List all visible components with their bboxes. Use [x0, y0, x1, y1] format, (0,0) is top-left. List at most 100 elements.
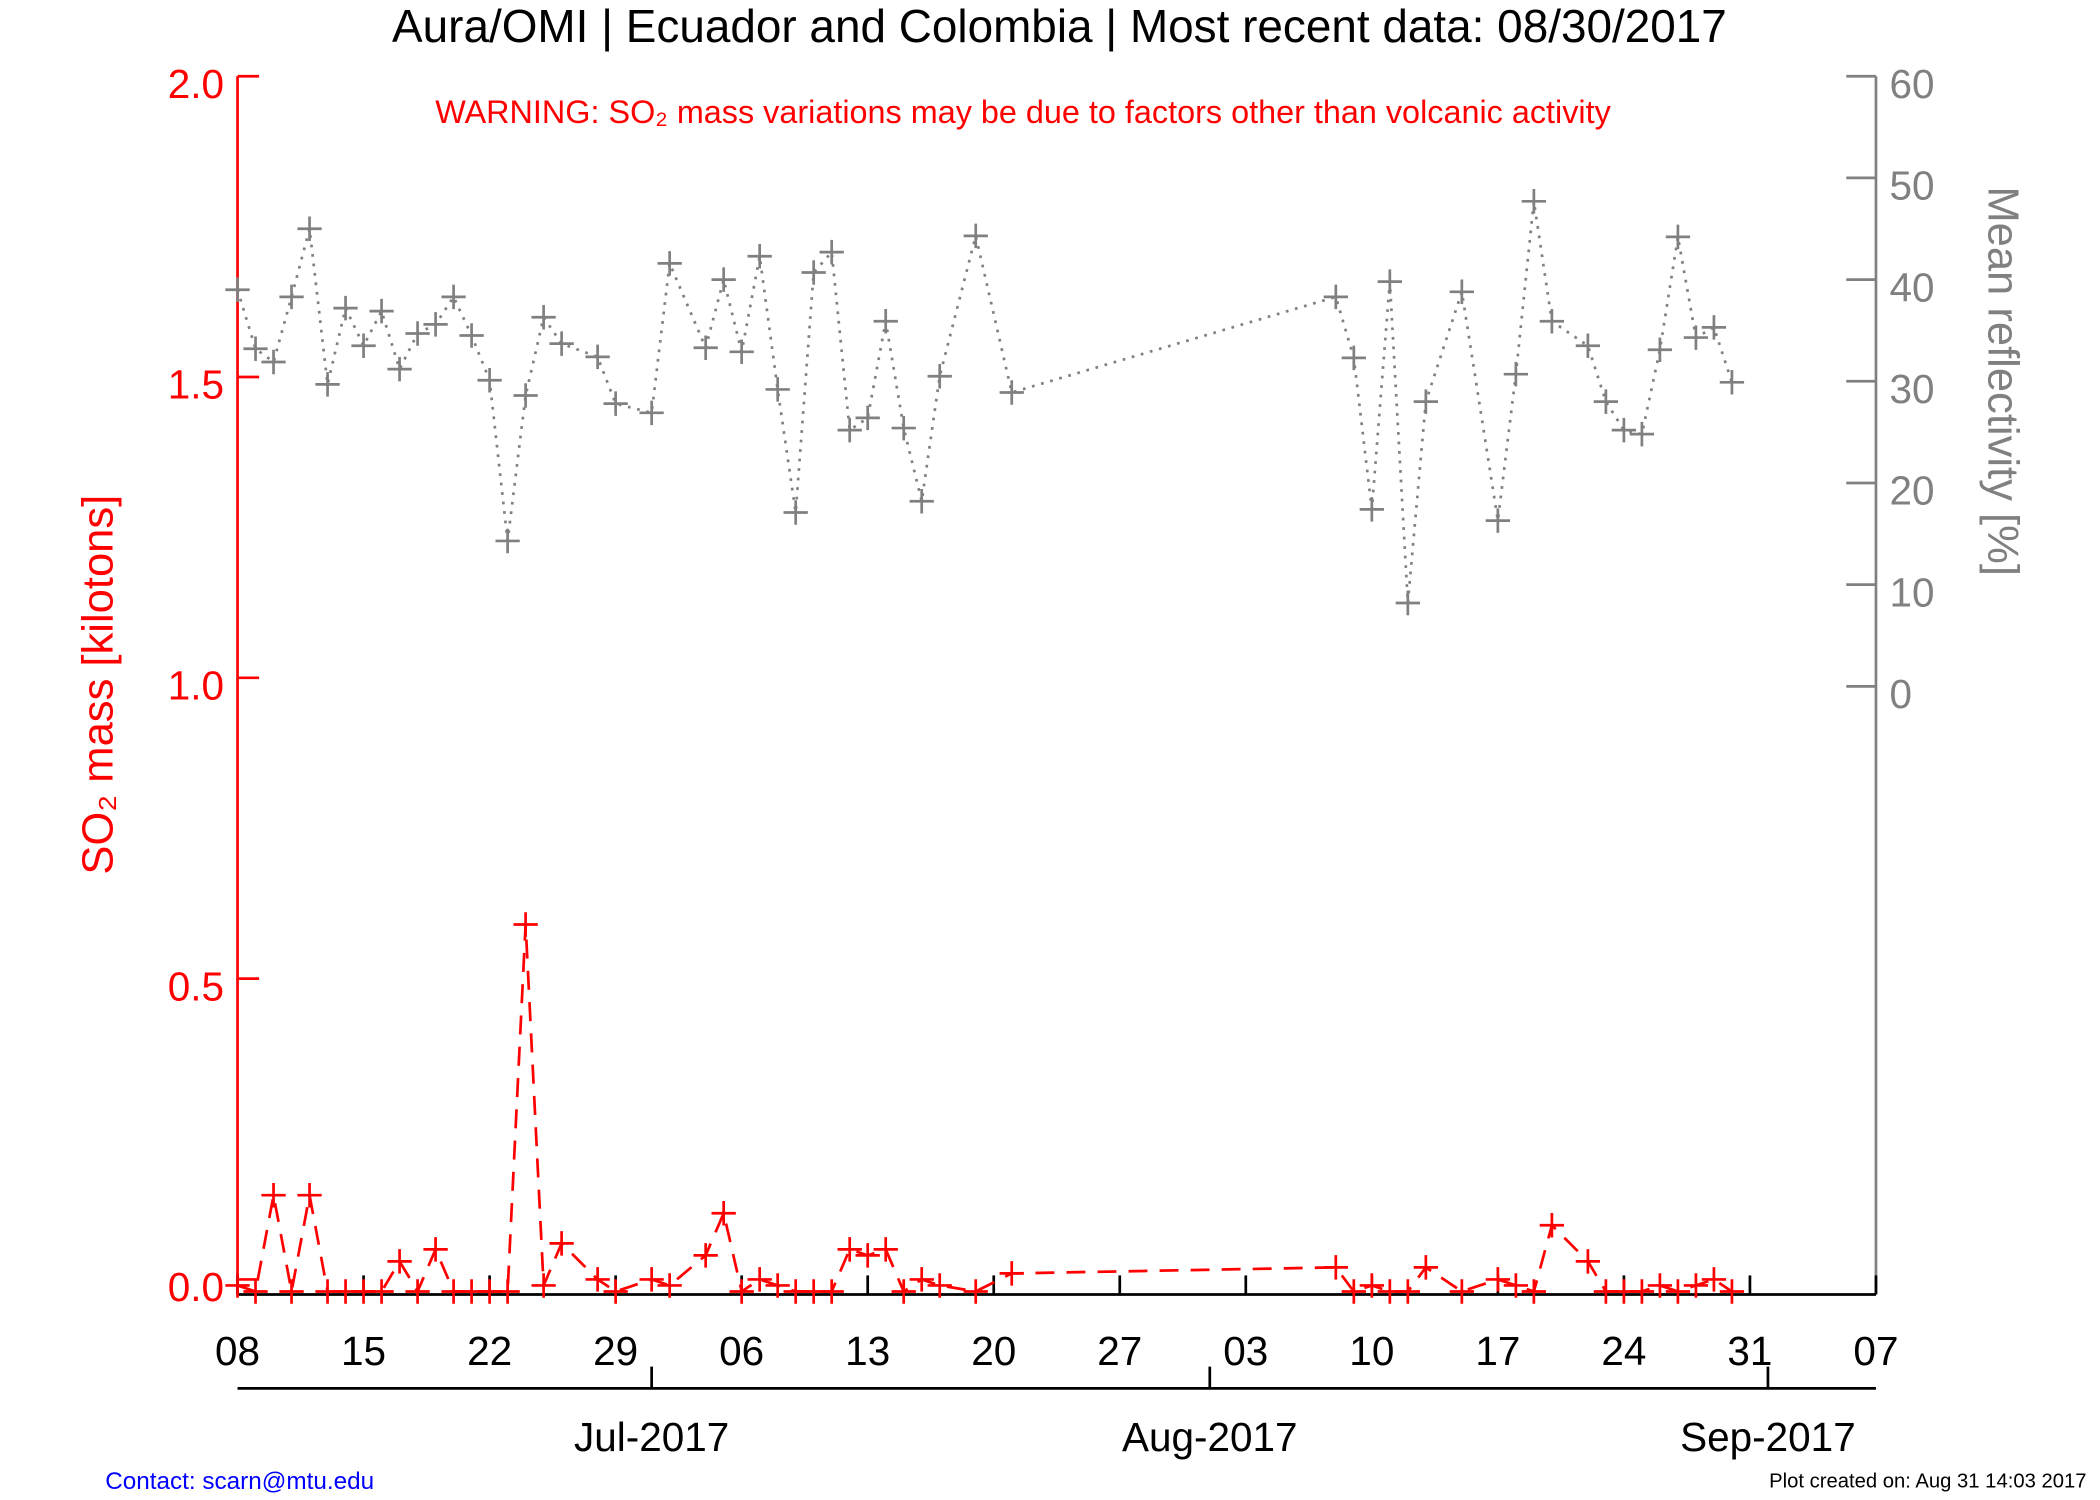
- point-marker: [1503, 1273, 1529, 1298]
- point-marker: [909, 489, 934, 514]
- point-marker: [1629, 1279, 1655, 1304]
- point-marker: [891, 415, 916, 441]
- month-tick-label: Aug-2017: [1122, 1414, 1298, 1460]
- point-marker: [1647, 337, 1673, 363]
- y2-tick-label: 40: [1889, 264, 1934, 310]
- point-marker: [999, 380, 1024, 405]
- point-marker: [1647, 1273, 1673, 1298]
- point-marker: [693, 335, 718, 360]
- y2-tick-label: 0: [1889, 671, 1912, 717]
- point-marker: [1359, 1273, 1384, 1298]
- month-tick-label: Jul-2017: [574, 1414, 729, 1460]
- y-tick-label: 0.5: [168, 963, 224, 1009]
- point-marker: [495, 1279, 520, 1304]
- y-axis-label: SO₂ mass [kilotons]: [75, 495, 123, 875]
- y2-axis-label: Mean reflectivity [%]: [1979, 186, 2027, 576]
- point-marker: [315, 372, 340, 397]
- point-marker: [873, 1237, 898, 1262]
- point-marker: [891, 1279, 916, 1304]
- point-marker: [765, 377, 790, 402]
- point-marker: [369, 1279, 394, 1304]
- x-tick-label: 06: [719, 1328, 764, 1374]
- point-marker: [585, 1267, 610, 1292]
- point-marker: [963, 1279, 988, 1304]
- point-marker: [1629, 421, 1655, 447]
- point-marker: [747, 243, 772, 269]
- point-marker: [855, 405, 880, 431]
- x-tick-label: 08: [215, 1328, 260, 1374]
- created-text: Plot created on: Aug 31 14:03 2017: [1769, 1471, 2086, 1493]
- point-marker: [765, 1273, 790, 1298]
- point-marker: [1413, 389, 1438, 414]
- series-line: [237, 924, 1733, 1295]
- y2-tick-label: 10: [1889, 569, 1934, 615]
- point-marker: [297, 216, 322, 242]
- point-marker: [1521, 189, 1547, 214]
- point-marker: [819, 239, 844, 265]
- point-marker: [441, 284, 466, 310]
- warning-annotation: WARNING: SO₂ mass variations may be due …: [435, 94, 1611, 130]
- point-marker: [1449, 279, 1474, 305]
- point-marker: [1665, 1279, 1691, 1304]
- x-tick-label: 13: [845, 1328, 890, 1374]
- point-marker: [1395, 1279, 1420, 1304]
- x-tick-label: 07: [1853, 1328, 1898, 1374]
- point-marker: [1539, 309, 1565, 334]
- x-tick-label: 29: [593, 1328, 638, 1374]
- point-marker: [657, 1273, 682, 1298]
- point-marker: [639, 1267, 664, 1292]
- x-tick-label: 03: [1223, 1328, 1268, 1374]
- x-tick-label: 22: [467, 1328, 512, 1374]
- point-marker: [711, 267, 736, 292]
- point-marker: [297, 1182, 322, 1208]
- point-marker: [387, 356, 412, 382]
- point-marker: [1503, 361, 1529, 387]
- point-marker: [1665, 224, 1691, 250]
- point-marker: [531, 1273, 556, 1298]
- point-marker: [1395, 590, 1420, 616]
- point-marker: [261, 349, 286, 375]
- point-marker: [1701, 315, 1727, 340]
- y2-tick-label: 20: [1889, 467, 1934, 513]
- point-marker: [1341, 1279, 1366, 1304]
- point-marker: [639, 400, 664, 426]
- x-tick-label: 24: [1601, 1328, 1646, 1374]
- y-tick-label: 1.5: [168, 362, 224, 408]
- point-marker: [225, 1273, 250, 1298]
- point-marker: [927, 1273, 952, 1298]
- point-marker: [837, 1237, 862, 1262]
- y-tick-label: 1.0: [168, 662, 224, 708]
- point-marker: [1611, 417, 1637, 443]
- x-tick-label: 20: [971, 1328, 1016, 1374]
- point-marker: [423, 312, 448, 337]
- point-marker: [801, 260, 826, 285]
- point-marker: [333, 295, 358, 321]
- x-tick-label: 17: [1475, 1328, 1520, 1374]
- point-marker: [729, 1279, 754, 1304]
- month-tick-label: Sep-2017: [1680, 1414, 1856, 1460]
- point-marker: [729, 339, 754, 365]
- point-marker: [1593, 389, 1619, 414]
- point-marker: [1683, 1273, 1709, 1298]
- contact-text: Contact: scarn@mtu.edu: [105, 1468, 374, 1495]
- point-marker: [243, 336, 268, 362]
- point-marker: [963, 223, 988, 249]
- point-marker: [225, 277, 250, 303]
- point-marker: [1575, 1249, 1601, 1274]
- point-marker: [1359, 497, 1384, 522]
- point-marker: [1521, 1279, 1547, 1304]
- point-marker: [1539, 1213, 1565, 1238]
- point-marker: [1485, 508, 1511, 533]
- point-marker: [1377, 269, 1402, 294]
- point-marker: [405, 321, 430, 346]
- point-marker: [657, 251, 682, 276]
- point-marker: [819, 1279, 844, 1304]
- point-marker: [855, 1243, 880, 1268]
- point-marker: [1719, 370, 1745, 395]
- point-marker: [459, 323, 484, 348]
- point-marker: [1323, 284, 1348, 310]
- x-tick-label: 31: [1727, 1328, 1772, 1374]
- point-marker: [603, 391, 628, 416]
